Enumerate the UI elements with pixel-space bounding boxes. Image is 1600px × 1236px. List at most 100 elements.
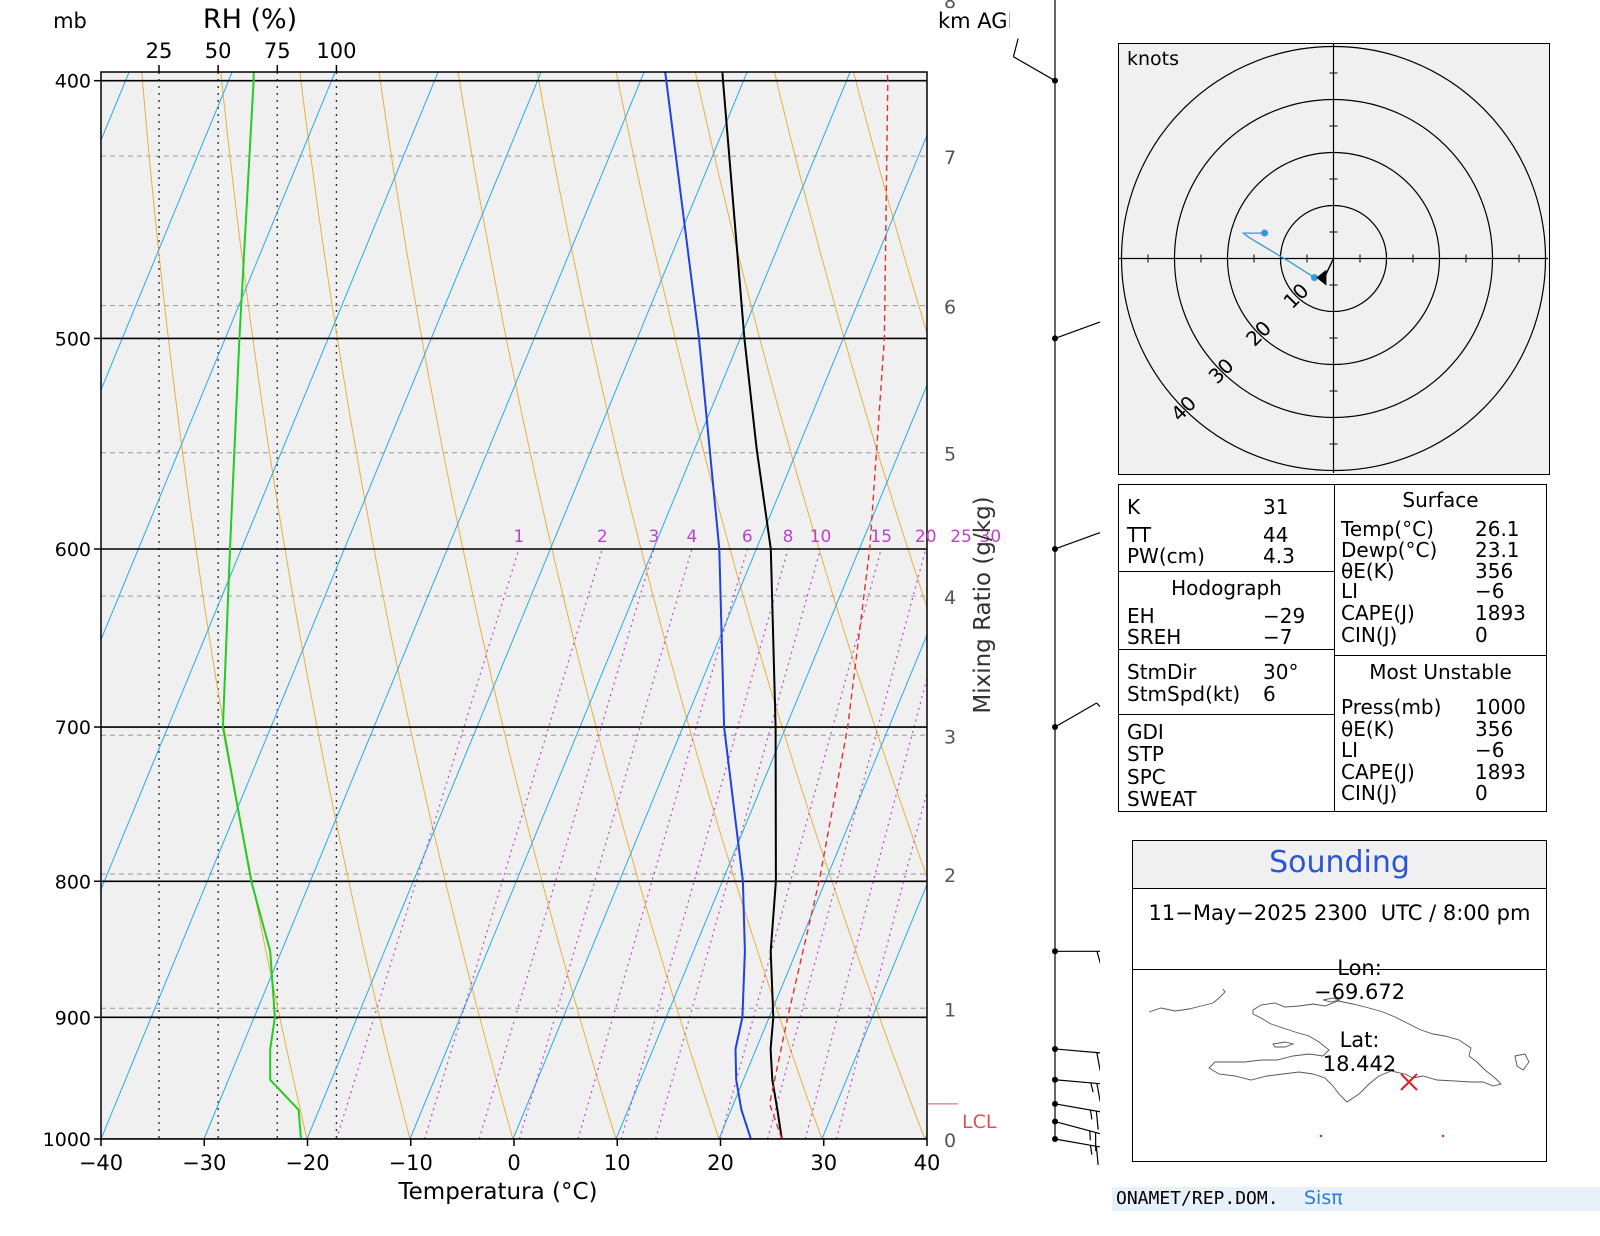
- index-eh: EH: [1127, 604, 1155, 628]
- lon-value: −69.672: [1313, 980, 1406, 1004]
- footer-brand: Sisπ: [1304, 1187, 1343, 1209]
- index-pw-value: 4.3: [1263, 544, 1295, 568]
- barb-flag: [1096, 1052, 1100, 1072]
- map-coast-puerto-rico: [1514, 1053, 1530, 1071]
- mixing-ratio-line: [478, 548, 655, 1139]
- temperature-tick-label: 30: [810, 1151, 837, 1175]
- storm-motion-arrow: [1316, 269, 1327, 286]
- barb-shaft: [1054, 1079, 1100, 1085]
- most-unstable-section: Most Unstable Press(mb) 1000 θE(K) 356 L…: [1335, 655, 1546, 811]
- index-gdi: GDI: [1127, 720, 1164, 744]
- surface-li-value: −6: [1475, 579, 1505, 603]
- hodograph-units: knots: [1127, 48, 1180, 70]
- indices-panel: K 31 TT 44 PW(cm) 4.3 Hodograph EH −29 S…: [1118, 484, 1547, 812]
- storm-motion-arrow: [1323, 258, 1335, 278]
- mixing-ratio-line: [335, 548, 520, 1139]
- pressure-tick-label: 500: [55, 328, 91, 350]
- surface-cin: CIN(J): [1341, 623, 1398, 647]
- map-coast-gonave: [1272, 1041, 1295, 1048]
- barb-half-flag: [1089, 1145, 1093, 1155]
- storm-section: StmDir 30° StmSpd(kt) 6: [1119, 649, 1334, 715]
- rh-tick-label: 100: [316, 39, 356, 63]
- dry-adiabat: [773, 72, 927, 609]
- mu-press: Press(mb): [1341, 695, 1442, 719]
- x-axis-label: Temperatura (°C): [398, 1179, 598, 1205]
- temperature-tick-label: −40: [79, 1151, 123, 1175]
- index-k-value: 31: [1263, 495, 1289, 519]
- wind-barb: [1052, 1136, 1100, 1165]
- dry-adiabat: [220, 72, 411, 1139]
- map-coast-cuba: [1148, 988, 1226, 1013]
- mixing-ratio-axis-label: Mixing Ratio (g/kg): [970, 496, 996, 713]
- barb-half-flag: [1089, 1130, 1091, 1141]
- hodograph-ring-label: 40: [1166, 391, 1201, 426]
- barb-shaft: [1054, 702, 1097, 728]
- mu-press-value: 1000: [1475, 695, 1526, 719]
- pressure-tick-label: 700: [55, 717, 91, 739]
- surface-thetae: θE(K): [1341, 559, 1395, 583]
- surface-cape: CAPE(J): [1341, 601, 1415, 625]
- dry-adiabat: [378, 72, 617, 1139]
- sounding-meta: 11−May−2025 2300 UTC / 8:00 pm Lon: −69.…: [1133, 889, 1546, 1076]
- barb-shaft: [1013, 56, 1056, 82]
- pressure-unit-label: mb: [53, 9, 87, 33]
- surface-li: LI: [1341, 579, 1359, 603]
- height-tick-label: 7: [944, 147, 956, 169]
- isotherm: [203, 72, 645, 1139]
- surface-temp: Temp(°C): [1341, 517, 1434, 541]
- temperature-tick-label: 20: [707, 1151, 734, 1175]
- dry-adiabat: [299, 72, 514, 1139]
- isotherm: [409, 72, 851, 1139]
- hodograph-section: Hodograph EH −29 SREH −7: [1119, 571, 1334, 650]
- indices-right-column: Surface Temp(°C) 26.1 Dewp(°C) 23.1 θE(K…: [1335, 485, 1546, 811]
- temperature-tick-label: 0: [507, 1151, 520, 1175]
- mu-cin: CIN(J): [1341, 781, 1398, 805]
- pressure-tick-label: 1000: [43, 1129, 91, 1151]
- station-marker: [1400, 1073, 1418, 1091]
- height-unit-label: km AGL: [938, 9, 1010, 33]
- temperature-line: [721, 72, 783, 1139]
- lcl-label: LCL: [962, 1111, 997, 1133]
- height-tick-label: 4: [944, 587, 956, 609]
- surface-cin-value: 0: [1475, 623, 1488, 647]
- mixing-ratio-line: [620, 548, 789, 1139]
- dry-adiabat: [141, 72, 308, 1139]
- index-spc: SPC: [1127, 765, 1166, 789]
- lat-value: 18.442: [1322, 1052, 1397, 1076]
- mixing-ratio-line: [424, 548, 603, 1139]
- mixing-ratio-tick-label: 3: [649, 527, 660, 547]
- rh-axis-label: RH (%): [203, 4, 297, 35]
- plot-background: [101, 72, 927, 1139]
- temperature-tick-label: 10: [604, 1151, 631, 1175]
- isotherm: [718, 633, 927, 1139]
- mu-cin-value: 0: [1475, 781, 1488, 805]
- sounding-coords: Lon: −69.672 Lat: 18.442: [1133, 932, 1546, 1100]
- hodograph-header: Hodograph: [1171, 576, 1282, 600]
- barb-flag: [1095, 1146, 1099, 1165]
- indices-left-column: K 31 TT 44 PW(cm) 4.3 Hodograph EH −29 S…: [1119, 485, 1335, 811]
- index-tt-value: 44: [1263, 523, 1289, 547]
- pressure-tick-label: 900: [55, 1007, 91, 1029]
- mu-li: LI: [1341, 738, 1359, 762]
- wind-barb-column: [1012, 0, 1100, 1165]
- dewpoint-line: [664, 72, 752, 1139]
- mu-thetae-value: 356: [1475, 717, 1514, 741]
- index-stmdir: StmDir: [1127, 660, 1197, 684]
- sounding-title: Sounding: [1269, 845, 1410, 880]
- map-coast-hispaniola: [1208, 1000, 1502, 1103]
- temperature-tick-label: −20: [285, 1151, 329, 1175]
- barb-shaft: [1054, 532, 1100, 550]
- isotherm: [924, 1132, 927, 1139]
- surface-dewp-value: 23.1: [1475, 538, 1520, 562]
- map-dot: [1441, 1134, 1445, 1138]
- wind-barb: [1052, 1100, 1100, 1130]
- wind-barb: [1052, 321, 1100, 342]
- mu-cape: CAPE(J): [1341, 760, 1415, 784]
- hodograph-ring-label: 20: [1241, 316, 1276, 351]
- barb-flag: [1012, 38, 1019, 57]
- surface-dewp: Dewp(°C): [1341, 538, 1438, 562]
- sounding-info-panel: Sounding 11−May−2025 2300 UTC / 8:00 pm …: [1132, 840, 1547, 1162]
- mu-li-value: −6: [1475, 738, 1505, 762]
- mixing-ratio-tick-label: 4: [686, 527, 697, 547]
- index-pw: PW(cm): [1127, 544, 1205, 568]
